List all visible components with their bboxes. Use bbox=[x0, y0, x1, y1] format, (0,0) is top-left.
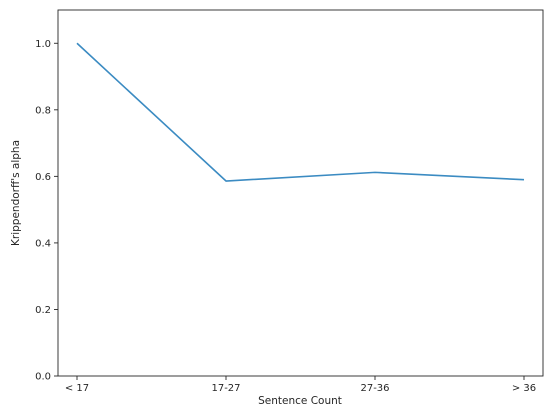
x-axis-ticks: < 17 17-27 27-36 > 36 bbox=[65, 376, 536, 394]
series-line bbox=[76, 42, 525, 182]
series-layer bbox=[76, 42, 525, 182]
y-axis-ticks: 0.0 0.2 0.4 0.6 0.8 1.0 bbox=[35, 39, 58, 383]
x-tick-label: > 36 bbox=[512, 383, 536, 394]
x-axis-label: Sentence Count bbox=[258, 395, 342, 407]
y-tick-label: 1.0 bbox=[35, 39, 51, 50]
x-tick-label: 17-27 bbox=[211, 383, 240, 394]
y-axis-label: Krippendorff's alpha bbox=[10, 140, 22, 246]
y-tick-label: 0.0 bbox=[35, 372, 51, 383]
plot-frame bbox=[57, 9, 544, 377]
y-tick-label: 0.4 bbox=[35, 238, 51, 249]
x-tick-label: 27-36 bbox=[360, 383, 389, 394]
y-tick-label: 0.6 bbox=[35, 172, 51, 183]
x-tick-label: < 17 bbox=[65, 383, 89, 394]
y-tick-label: 0.8 bbox=[35, 105, 51, 116]
y-tick-label: 0.2 bbox=[35, 305, 51, 316]
